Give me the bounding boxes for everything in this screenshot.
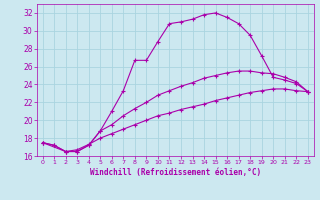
- X-axis label: Windchill (Refroidissement éolien,°C): Windchill (Refroidissement éolien,°C): [90, 168, 261, 177]
